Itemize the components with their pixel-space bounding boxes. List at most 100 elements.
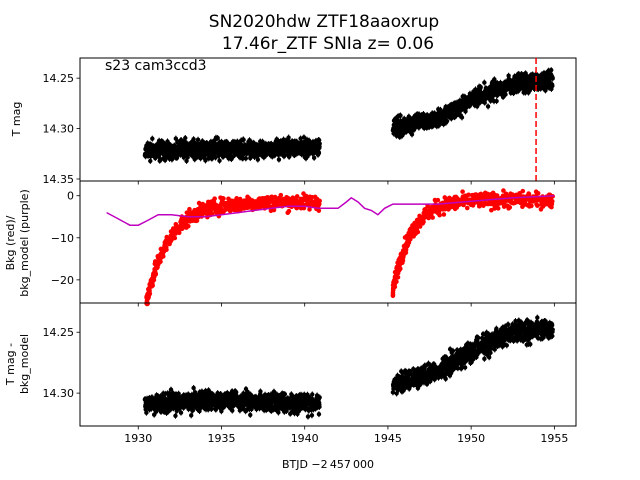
bkg-point — [394, 279, 399, 285]
bkg-point — [520, 188, 526, 194]
top-point — [150, 136, 155, 141]
bkg-point — [150, 283, 155, 288]
top-point — [305, 154, 310, 159]
bkg-point — [390, 292, 396, 297]
top-point — [217, 158, 222, 163]
panel-top-plot — [142, 58, 555, 181]
top-point — [162, 157, 168, 163]
bkg-point — [400, 258, 406, 263]
top-point — [503, 92, 508, 97]
panel-middle-yaxis: 0 −10 −20 — [51, 190, 80, 287]
top-point — [409, 132, 415, 137]
top-point — [485, 104, 491, 109]
bkg-point — [460, 189, 465, 194]
bkg-model-line — [106, 194, 555, 226]
top-point — [276, 157, 282, 162]
panel-top-ylabel: T mag — [10, 102, 23, 138]
top-point — [286, 135, 291, 140]
bkg-point — [153, 271, 159, 277]
bkg-point — [435, 197, 441, 203]
top-point — [311, 155, 317, 161]
bkg-point — [176, 230, 182, 236]
bkg-point — [430, 215, 435, 220]
middle-y-tick-label: −20 — [51, 274, 74, 287]
top-points — [142, 67, 555, 165]
panel-bottom-plot — [142, 314, 555, 420]
top-point — [301, 135, 307, 140]
bkg-point — [316, 208, 322, 213]
bkg-point — [526, 191, 532, 197]
top-point — [243, 156, 249, 161]
bottom-points — [142, 314, 555, 420]
bkg-point — [194, 218, 200, 223]
top-point — [444, 118, 450, 124]
bkg-point — [494, 193, 500, 198]
bkg-point — [286, 208, 292, 214]
bkg-point — [187, 206, 192, 212]
panel-top-yaxis: 14.25 14.30 14.35 — [43, 72, 80, 186]
bkg-point — [160, 254, 166, 259]
figure-title-line2: 17.46r_ZTF SNIa z= 0.06 — [222, 34, 434, 54]
bkg-point — [415, 229, 421, 235]
bkg-point — [529, 203, 534, 209]
top-y-tick-label: 14.30 — [43, 123, 75, 136]
panel-top-annotation: s23 cam3ccd3 — [105, 58, 207, 74]
bkg-point — [535, 190, 541, 196]
panel-top: 14.25 14.30 14.35 s23 cam3ccd3 T mag — [10, 57, 577, 186]
panel-middle-ylabel-line2: bkg_model (purple) — [18, 189, 31, 296]
top-point — [191, 136, 196, 142]
bkg-point — [495, 206, 501, 211]
panel-bottom-frame — [79, 302, 577, 427]
figure-title-line1: SN2020hdw ZTF18aaoxrup — [209, 12, 439, 32]
top-point — [398, 113, 403, 118]
bkg-point — [437, 212, 442, 218]
bkg-point — [549, 198, 555, 204]
top-point — [459, 115, 465, 120]
top-y-tick-label: 14.25 — [43, 72, 75, 85]
top-point — [282, 153, 288, 158]
top-point — [316, 137, 322, 143]
top-y-tick-label: 14.35 — [43, 173, 75, 186]
top-point — [482, 80, 487, 85]
top-point — [195, 137, 201, 142]
bkg-point — [271, 207, 277, 213]
bkg-point — [466, 192, 471, 198]
bkg-point — [421, 219, 426, 225]
bkg-point — [172, 235, 178, 241]
top-point — [550, 76, 555, 81]
top-point — [183, 135, 188, 141]
top-point — [494, 98, 499, 104]
bkg-point — [173, 222, 179, 227]
bkg-point — [317, 198, 322, 204]
top-point — [550, 83, 555, 89]
bottom-point — [144, 410, 149, 415]
bkg-point — [307, 207, 312, 212]
bkg-point — [441, 212, 447, 217]
top-point — [174, 155, 180, 161]
middle-y-tick-label: 0 — [67, 190, 74, 203]
bkg-point — [164, 247, 169, 253]
bkg-point — [464, 205, 470, 211]
top-point — [549, 67, 554, 73]
bkg-point — [294, 194, 300, 199]
top-point — [241, 137, 246, 142]
bkg-point — [185, 223, 191, 229]
panel-middle: 0 −10 −20 Bkg (red)/ bkg_model (purple) — [4, 180, 577, 307]
top-point — [482, 100, 487, 105]
bkg-point — [395, 274, 401, 280]
bkg-point — [417, 224, 423, 229]
bkg-point — [221, 196, 226, 201]
bottom-point — [151, 412, 157, 417]
top-point — [317, 141, 322, 146]
bkg-point — [180, 224, 186, 230]
panel-middle-plot — [106, 188, 555, 307]
panel-middle-ylabel-line1: Bkg (red)/ — [4, 215, 17, 270]
bkg-point — [212, 196, 217, 201]
bkg-point — [507, 205, 513, 210]
top-point — [316, 150, 322, 156]
top-point — [148, 158, 153, 164]
top-point — [478, 84, 483, 90]
bkg-point — [158, 259, 163, 264]
